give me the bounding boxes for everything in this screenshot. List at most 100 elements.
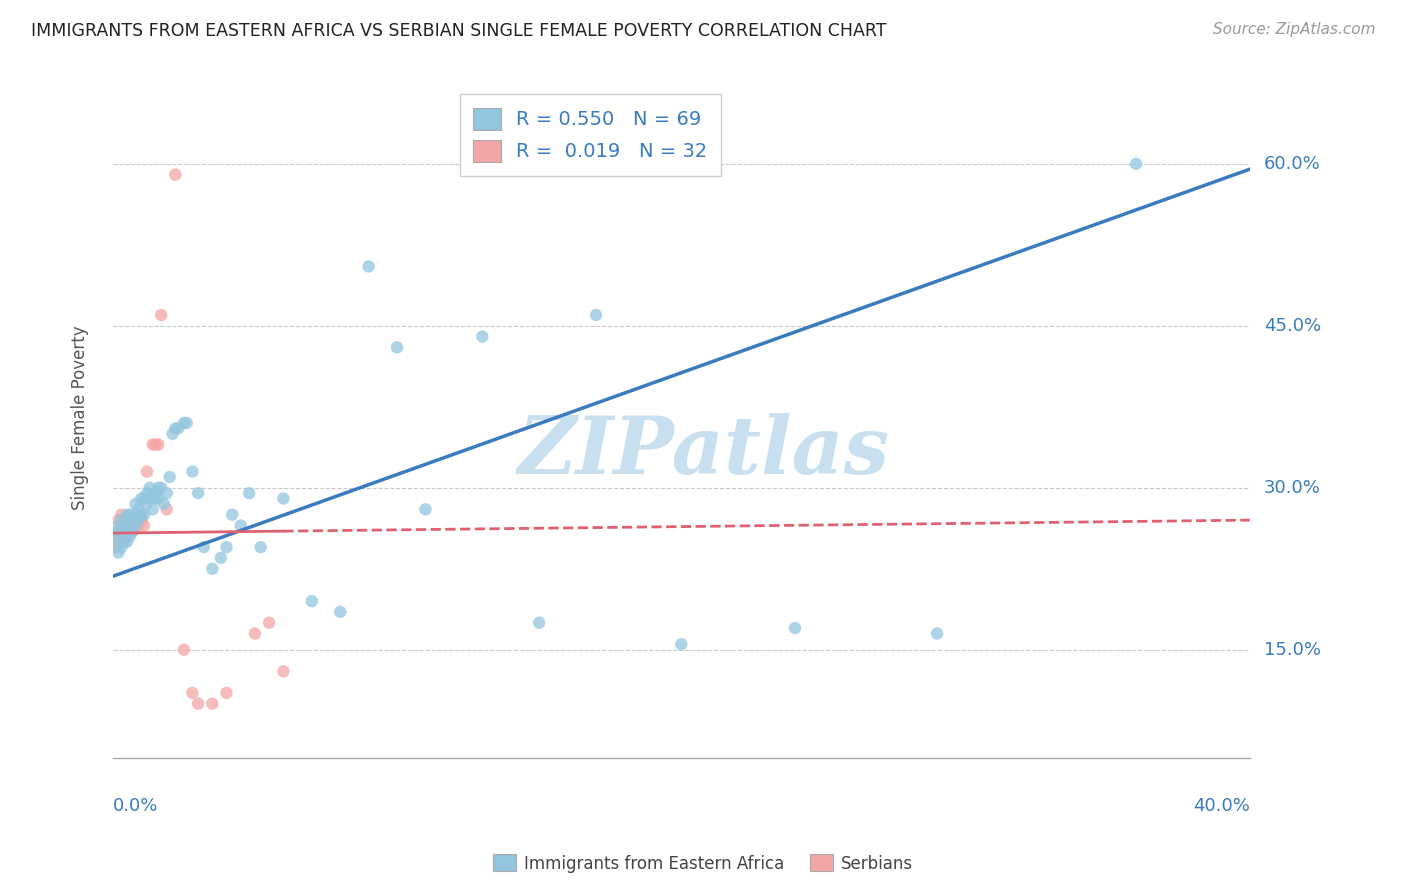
Point [156,502,179,516]
Point [127,518,149,533]
Point [238,486,260,500]
Point [104,529,127,543]
Point [110,540,132,554]
Point [121,513,143,527]
Point [115,508,138,522]
Point [139,491,162,506]
Point [107,545,129,559]
Point [385,340,408,354]
Point [124,508,146,522]
Point [167,421,190,435]
Point [148,481,170,495]
Text: 0.0%: 0.0% [112,797,159,814]
Point [121,518,143,533]
Point [209,550,232,565]
Point [121,524,143,538]
Point [165,168,187,182]
Point [301,594,323,608]
Text: 60.0%: 60.0% [1264,155,1320,173]
Point [136,465,159,479]
Point [471,329,494,343]
Text: 15.0%: 15.0% [1264,640,1320,658]
Point [132,518,155,533]
Point [273,491,295,506]
Point [107,524,129,538]
Point [136,497,159,511]
Point [585,308,607,322]
Point [145,437,167,451]
Point [165,421,187,435]
Y-axis label: Single Female Poverty: Single Female Poverty [72,326,89,510]
Point [273,665,295,679]
Point [176,416,198,430]
Legend: Immigrants from Eastern Africa, Serbians: Immigrants from Eastern Africa, Serbians [486,847,920,880]
Point [229,518,252,533]
Legend: R = 0.550   N = 69, R =  0.019   N = 32: R = 0.550 N = 69, R = 0.019 N = 32 [460,94,721,176]
Point [187,486,209,500]
Point [104,529,127,543]
Point [127,502,149,516]
Point [112,534,135,549]
Point [124,518,146,533]
Point [104,540,127,554]
Point [127,513,149,527]
Point [150,481,173,495]
Point [159,470,181,484]
Point [110,508,132,522]
Point [142,502,165,516]
Point [115,524,138,538]
Point [257,615,280,630]
Point [118,518,141,533]
Text: Source: ZipAtlas.com: Source: ZipAtlas.com [1212,22,1375,37]
Point [129,508,152,522]
Text: 30.0%: 30.0% [1264,479,1320,497]
Point [110,518,132,533]
Point [145,491,167,506]
Point [115,524,138,538]
Point [124,518,146,533]
Point [115,534,138,549]
Point [112,518,135,533]
Point [115,529,138,543]
Text: 45.0%: 45.0% [1264,317,1320,334]
Point [110,513,132,527]
Point [148,437,170,451]
Point [112,518,135,533]
Point [173,416,195,430]
Point [249,540,271,554]
Point [118,513,141,527]
Text: ZIPatlas: ZIPatlas [517,413,890,491]
Point [193,540,215,554]
Point [132,491,155,506]
Point [118,529,141,543]
Point [107,513,129,527]
Point [925,626,948,640]
Point [112,524,135,538]
Point [124,497,146,511]
Point [527,615,550,630]
Point [201,562,224,576]
Point [107,518,129,533]
Point [201,697,224,711]
Point [153,497,176,511]
Point [162,426,184,441]
Point [121,524,143,538]
Point [357,260,380,274]
Point [221,508,243,522]
Point [671,637,693,651]
Point [215,686,238,700]
Point [783,621,806,635]
Point [145,486,167,500]
Point [107,524,129,538]
Point [104,540,127,554]
Point [156,486,179,500]
Point [148,491,170,506]
Point [132,508,155,522]
Point [139,481,162,495]
Point [173,642,195,657]
Point [118,508,141,522]
Point [181,686,204,700]
Point [112,529,135,543]
Point [243,626,266,640]
Point [329,605,352,619]
